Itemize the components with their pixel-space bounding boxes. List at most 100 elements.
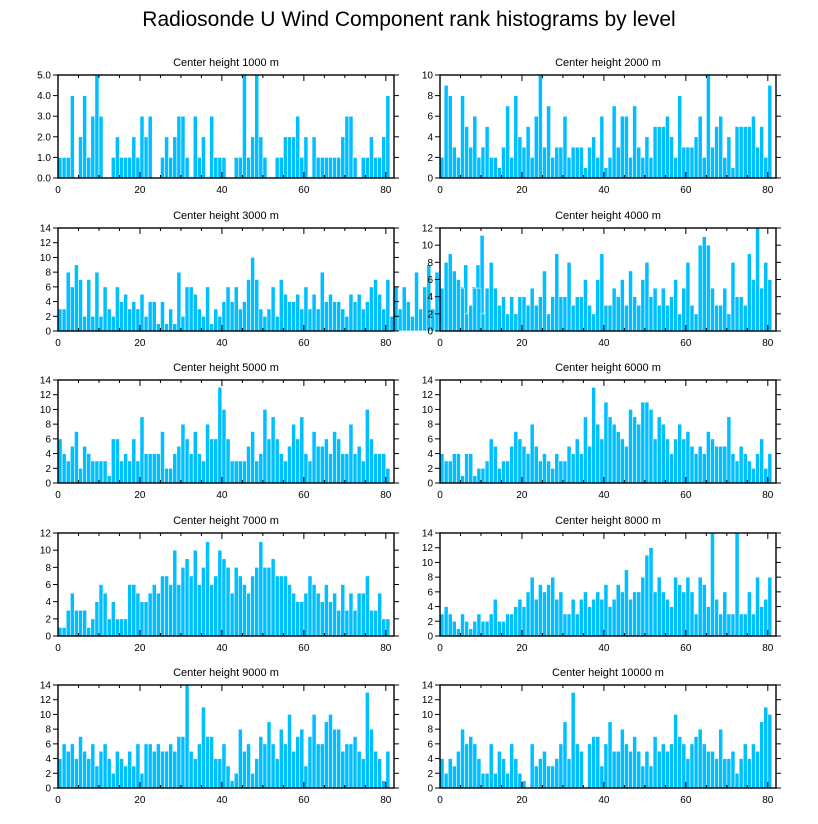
- histogram-bar: [377, 157, 383, 179]
- x-tick-label: 0: [55, 338, 61, 349]
- histogram-bar: [521, 146, 527, 179]
- histogram-bar: [336, 609, 342, 637]
- histogram-bar: [488, 613, 494, 637]
- histogram-bar: [377, 758, 383, 789]
- histogram-bar: [82, 315, 87, 332]
- histogram-bar: [340, 136, 346, 179]
- histogram-bar: [665, 598, 670, 637]
- histogram-bar: [311, 431, 317, 484]
- histogram-bar: [447, 253, 453, 332]
- histogram-bar: [767, 279, 773, 332]
- y-tick-label: 6: [427, 275, 433, 286]
- histogram-bar: [110, 772, 116, 789]
- x-tick-label: 40: [598, 643, 610, 654]
- histogram-bar: [566, 758, 572, 789]
- x-tick-label: 80: [762, 643, 774, 654]
- histogram-bar: [373, 157, 378, 179]
- histogram-bar: [246, 279, 251, 332]
- histogram-bar: [344, 453, 350, 484]
- histogram-bar: [98, 584, 104, 637]
- histogram-bar: [156, 743, 161, 789]
- histogram-bar: [525, 453, 531, 484]
- histogram-bar: [352, 453, 358, 484]
- histogram-bar: [209, 115, 215, 179]
- histogram-bar: [246, 592, 251, 637]
- y-tick-label: 12: [40, 238, 52, 249]
- y-tick-label: 10: [422, 241, 434, 252]
- histogram-bar: [492, 772, 498, 789]
- histogram-bar: [591, 313, 597, 332]
- histogram-bar: [110, 157, 116, 179]
- histogram-bar: [583, 167, 588, 179]
- histogram-bar: [521, 296, 527, 332]
- histogram-bar: [484, 620, 490, 637]
- histogram-bar: [509, 743, 515, 789]
- histogram-bar: [492, 445, 498, 484]
- histogram-bar: [570, 146, 576, 179]
- y-tick-label: 2: [45, 464, 51, 475]
- histogram-bar: [693, 736, 699, 789]
- x-tick-label: 20: [134, 643, 146, 654]
- histogram-bar: [595, 157, 601, 179]
- histogram-bar: [685, 262, 691, 332]
- histogram-bar: [229, 460, 235, 484]
- x-tick-label: 60: [298, 490, 310, 501]
- histogram-bar: [278, 575, 284, 637]
- histogram-bar: [464, 313, 469, 332]
- histogram-bar: [472, 287, 478, 332]
- histogram-bar: [476, 157, 482, 179]
- histogram-bar: [385, 618, 391, 637]
- histogram-bar: [656, 126, 662, 179]
- histogram-bar: [476, 287, 482, 332]
- histogram-bar: [484, 126, 490, 179]
- y-tick-label: 0.0: [37, 174, 51, 185]
- histogram-bar: [538, 74, 543, 179]
- histogram-bar: [460, 728, 465, 789]
- histogram-bar: [324, 301, 329, 332]
- histogram-bar: [730, 750, 736, 789]
- x-tick-label: 0: [437, 490, 443, 501]
- histogram-bar: [69, 445, 75, 484]
- x-tick-label: 60: [298, 643, 310, 654]
- histogram-bar: [254, 74, 260, 179]
- histogram-bar: [172, 549, 178, 637]
- histogram-bar: [673, 438, 678, 484]
- histogram-bar: [611, 105, 617, 179]
- histogram-bar: [456, 453, 461, 484]
- histogram-bar: [542, 453, 547, 484]
- histogram-bar: [139, 772, 145, 789]
- histogram-bar: [381, 780, 387, 789]
- histogram-bar: [558, 460, 564, 484]
- histogram-bar: [747, 591, 752, 637]
- x-tick-label: 80: [762, 490, 774, 501]
- histogram-bar: [184, 157, 190, 179]
- histogram-bar: [714, 758, 719, 789]
- histogram-bar: [533, 304, 539, 332]
- histogram-bar: [517, 296, 523, 332]
- histogram-bar: [529, 423, 535, 484]
- histogram-bar: [254, 567, 260, 637]
- y-tick-label: 12: [422, 390, 434, 401]
- y-tick-label: 0: [45, 327, 51, 338]
- histogram-bar: [595, 736, 601, 789]
- histogram-bar: [501, 296, 506, 332]
- x-tick-label: 40: [598, 185, 610, 196]
- y-tick-label: 5.0: [37, 71, 51, 82]
- histogram-bar: [102, 592, 108, 637]
- y-tick-label: 0: [427, 784, 433, 795]
- histogram-bar: [336, 438, 342, 484]
- histogram-bar: [660, 423, 666, 484]
- histogram-bar: [352, 301, 358, 332]
- histogram-bar: [213, 308, 219, 332]
- histogram-bar: [546, 313, 551, 332]
- histogram-bar: [377, 453, 383, 484]
- y-tick-label: 0: [427, 479, 433, 490]
- histogram-bar: [681, 146, 687, 179]
- histogram-bar: [701, 236, 707, 332]
- histogram-bar: [131, 136, 137, 179]
- histogram-bar: [529, 287, 535, 332]
- histogram-bar: [291, 423, 296, 484]
- histogram-bar: [381, 136, 387, 179]
- histogram-bar: [143, 743, 149, 789]
- histogram-bar: [751, 743, 756, 789]
